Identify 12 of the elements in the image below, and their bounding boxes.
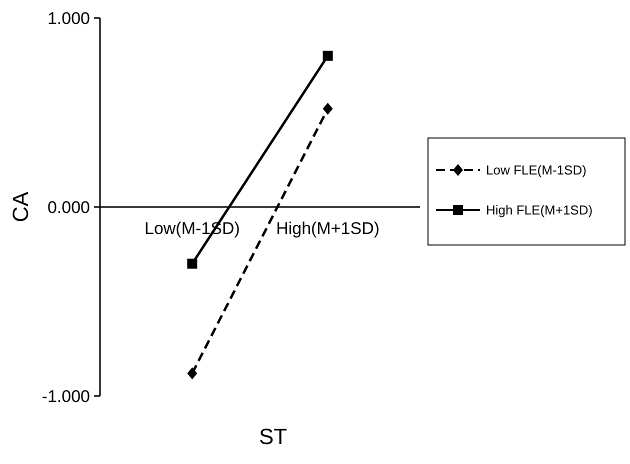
point: [322, 102, 333, 115]
y-axis-title: CA: [8, 191, 33, 222]
legend-label: Low FLE(M-1SD): [486, 162, 586, 178]
y-tick-label: 1.000: [47, 8, 90, 28]
point: [187, 367, 198, 380]
point: [322, 50, 333, 61]
legend-label: High FLE(M+1SD): [486, 202, 593, 218]
point: [187, 258, 198, 269]
y-tick-label: -1.000: [42, 386, 90, 406]
x-tick-label: High(M+1SD): [276, 219, 380, 238]
x-axis-title: ST: [258, 424, 288, 449]
y-tick-label: 0.000: [47, 198, 90, 217]
